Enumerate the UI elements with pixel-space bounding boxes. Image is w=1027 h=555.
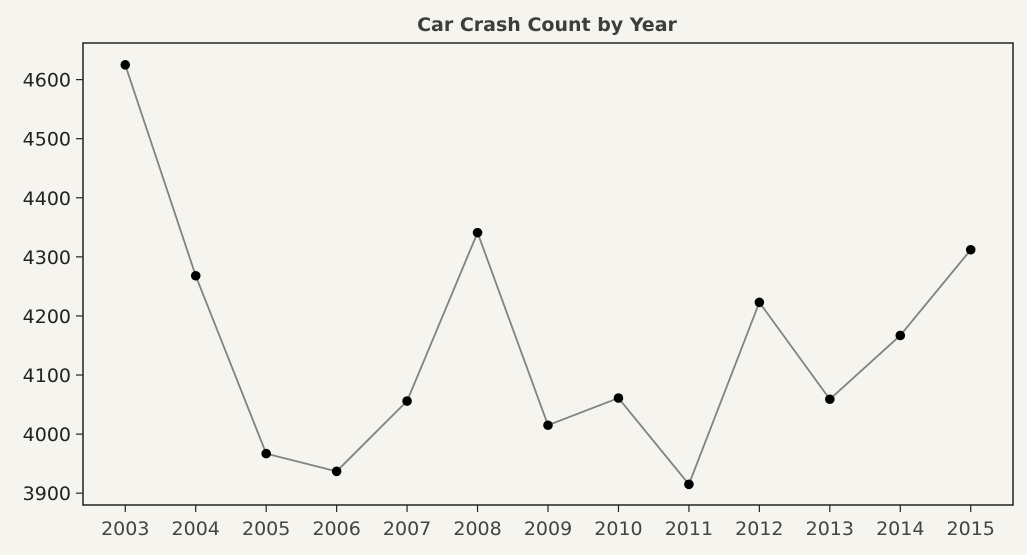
y-tick-label: 4300 <box>23 247 71 269</box>
data-point <box>613 393 624 403</box>
data-point <box>543 420 553 431</box>
data-point <box>754 297 765 308</box>
data-point <box>684 479 694 490</box>
data-point <box>825 394 835 405</box>
x-tick-label: 2006 <box>312 518 360 540</box>
data-point <box>965 244 976 255</box>
y-tick-label: 3900 <box>23 483 71 505</box>
x-tick-label: 2004 <box>172 518 220 540</box>
data-point <box>472 227 483 238</box>
data-point <box>190 270 201 281</box>
x-tick-label: 2014 <box>876 518 924 540</box>
y-tick-label: 4100 <box>23 365 71 387</box>
x-tick-label: 2015 <box>947 518 995 540</box>
x-tick-label: 2003 <box>101 518 149 540</box>
data-point <box>895 330 906 341</box>
y-tick-label: 4400 <box>23 188 71 210</box>
x-axis: 2003 2004 2005 2006 2007 2008 2009 2010 2011 2012… <box>101 505 995 540</box>
y-tick-label: 4600 <box>23 70 71 92</box>
series-group <box>120 60 976 490</box>
data-point <box>261 448 271 459</box>
x-tick-label: 2008 <box>453 518 501 540</box>
y-tick-label: 4000 <box>23 424 71 446</box>
x-tick-label: 2011 <box>665 518 713 540</box>
plot-area-frame <box>82 42 1014 506</box>
x-tick-label: 2010 <box>594 518 642 540</box>
data-point <box>331 466 342 477</box>
y-tick-label: 4200 <box>23 306 71 328</box>
data-point <box>402 396 412 406</box>
x-tick-label: 2013 <box>806 518 854 540</box>
x-tick-label: 2007 <box>383 518 431 540</box>
y-tick-label: 4500 <box>23 129 71 151</box>
x-tick-label: 2009 <box>524 518 572 540</box>
y-axis: 3900 4000 4100 4200 4300 4400 4500 4600 <box>23 70 83 505</box>
chart-title: Car Crash Count by Year <box>417 14 677 36</box>
data-point <box>120 60 131 70</box>
x-tick-label: 2005 <box>242 518 290 540</box>
x-tick-label: 2012 <box>735 518 783 540</box>
